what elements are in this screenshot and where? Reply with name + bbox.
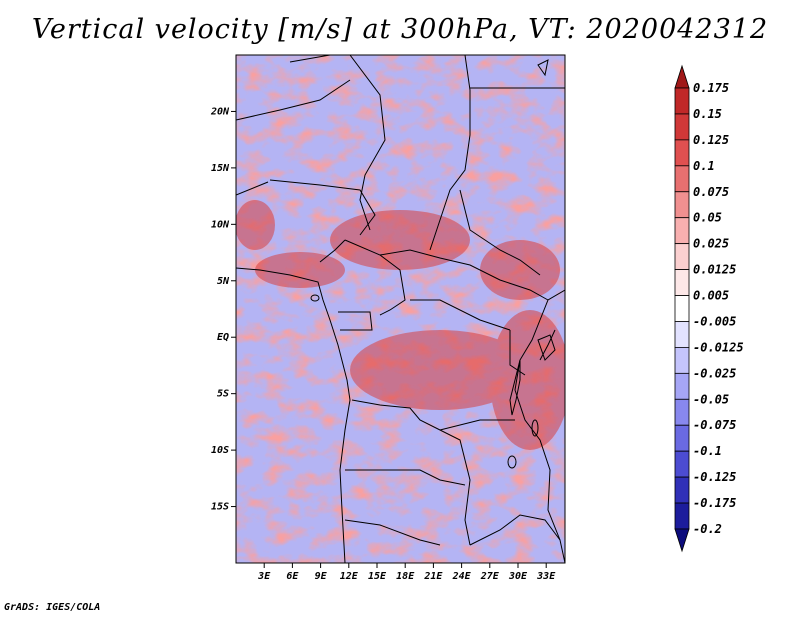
colorbar-label: 0.0125 bbox=[693, 263, 736, 277]
colorbar-swatch bbox=[674, 191, 690, 219]
colorbar-swatch bbox=[674, 269, 690, 296]
colorbar-swatch bbox=[674, 87, 690, 115]
colorbar-swatch bbox=[674, 502, 690, 530]
map-frame bbox=[235, 54, 566, 564]
colorbar-label: -0.175 bbox=[693, 496, 736, 510]
lon-tick-label: 6E bbox=[286, 571, 299, 582]
colorbar-swatch bbox=[674, 347, 690, 374]
lat-tick-label: EQ bbox=[217, 332, 229, 343]
colorbar-label: 0.125 bbox=[693, 133, 729, 147]
colorbar-swatch bbox=[674, 476, 690, 504]
lon-tick-label: 12E bbox=[340, 571, 359, 582]
software-credit: GrADS: IGES/COLA bbox=[4, 602, 101, 613]
colorbar bbox=[674, 64, 690, 553]
lon-tick-label: 18E bbox=[396, 571, 415, 582]
lon-tick-label: 30E bbox=[508, 571, 528, 582]
colorbar-label: -0.1 bbox=[693, 444, 722, 458]
colorbar-swatch bbox=[674, 372, 690, 400]
colorbar-label: 0.05 bbox=[693, 211, 722, 225]
colorbar-label: -0.2 bbox=[693, 522, 722, 536]
colorbar-label: -0.05 bbox=[693, 392, 729, 406]
colorbar-label: -0.125 bbox=[693, 470, 736, 484]
lat-tick-label: 15N bbox=[211, 163, 230, 174]
field-updraft-texture bbox=[236, 55, 565, 563]
colorbar-swatch bbox=[674, 295, 690, 322]
lat-tick-label: 10S bbox=[211, 445, 229, 456]
lat-tick-label: 5S bbox=[217, 389, 229, 400]
lat-tick-label: 5N bbox=[217, 276, 230, 287]
lon-tick-label: 21E bbox=[423, 571, 443, 582]
colorbar-swatch bbox=[674, 139, 690, 167]
colorbar-bottom-arrow bbox=[674, 528, 690, 553]
colorbar-label: 0.1 bbox=[693, 159, 715, 173]
colorbar-swatch bbox=[674, 321, 690, 348]
lon-tick-label: 27E bbox=[480, 571, 500, 582]
lat-tick-label: 15S bbox=[211, 502, 229, 513]
colorbar-label: 0.175 bbox=[693, 81, 729, 95]
colorbar-swatch bbox=[674, 165, 690, 193]
colorbar-swatch bbox=[674, 398, 690, 426]
colorbar-label: -0.0125 bbox=[693, 340, 744, 354]
colorbar-label: 0.075 bbox=[693, 185, 729, 199]
colorbar-label: -0.025 bbox=[693, 366, 736, 380]
lon-tick-label: 33E bbox=[536, 571, 556, 582]
colorbar-swatch bbox=[674, 217, 690, 245]
latitude-ticks: 20N 15N 10N 5N EQ 5S 10S 15S bbox=[210, 106, 236, 513]
colorbar-swatch bbox=[674, 424, 690, 452]
lon-tick-label: 3E bbox=[257, 571, 271, 582]
colorbar-label: 0.005 bbox=[693, 289, 729, 303]
colorbar-swatch bbox=[674, 450, 690, 478]
colorbar-label: -0.075 bbox=[693, 418, 736, 432]
country-borders bbox=[236, 55, 565, 563]
chart-title: Vertical velocity [m/s] at 300hPa, VT: 2… bbox=[31, 14, 769, 45]
longitude-ticks: 3E 6E 9E 12E 15E 18E 21E 24E 27E 30E 33E bbox=[257, 563, 556, 582]
colorbar-top-arrow bbox=[674, 64, 690, 89]
colorbar-label: -0.005 bbox=[693, 314, 736, 328]
colorbar-swatch bbox=[674, 243, 690, 270]
colorbar-labels: 0.175 0.15 0.125 0.1 0.075 0.05 0.025 0.0125 0.0… bbox=[693, 81, 744, 536]
colorbar-swatch bbox=[674, 113, 690, 141]
map-panel bbox=[236, 55, 565, 563]
lat-tick-label: 20N bbox=[210, 106, 230, 117]
lake-outlines bbox=[310, 59, 556, 469]
updraft-zones bbox=[236, 200, 565, 450]
lon-tick-label: 24E bbox=[452, 571, 472, 582]
lat-tick-label: 10N bbox=[211, 219, 230, 230]
colorbar-label: 0.025 bbox=[693, 237, 729, 251]
colorbar-label: 0.15 bbox=[693, 107, 722, 121]
lon-tick-label: 9E bbox=[315, 571, 328, 582]
lon-tick-label: 15E bbox=[368, 571, 387, 582]
